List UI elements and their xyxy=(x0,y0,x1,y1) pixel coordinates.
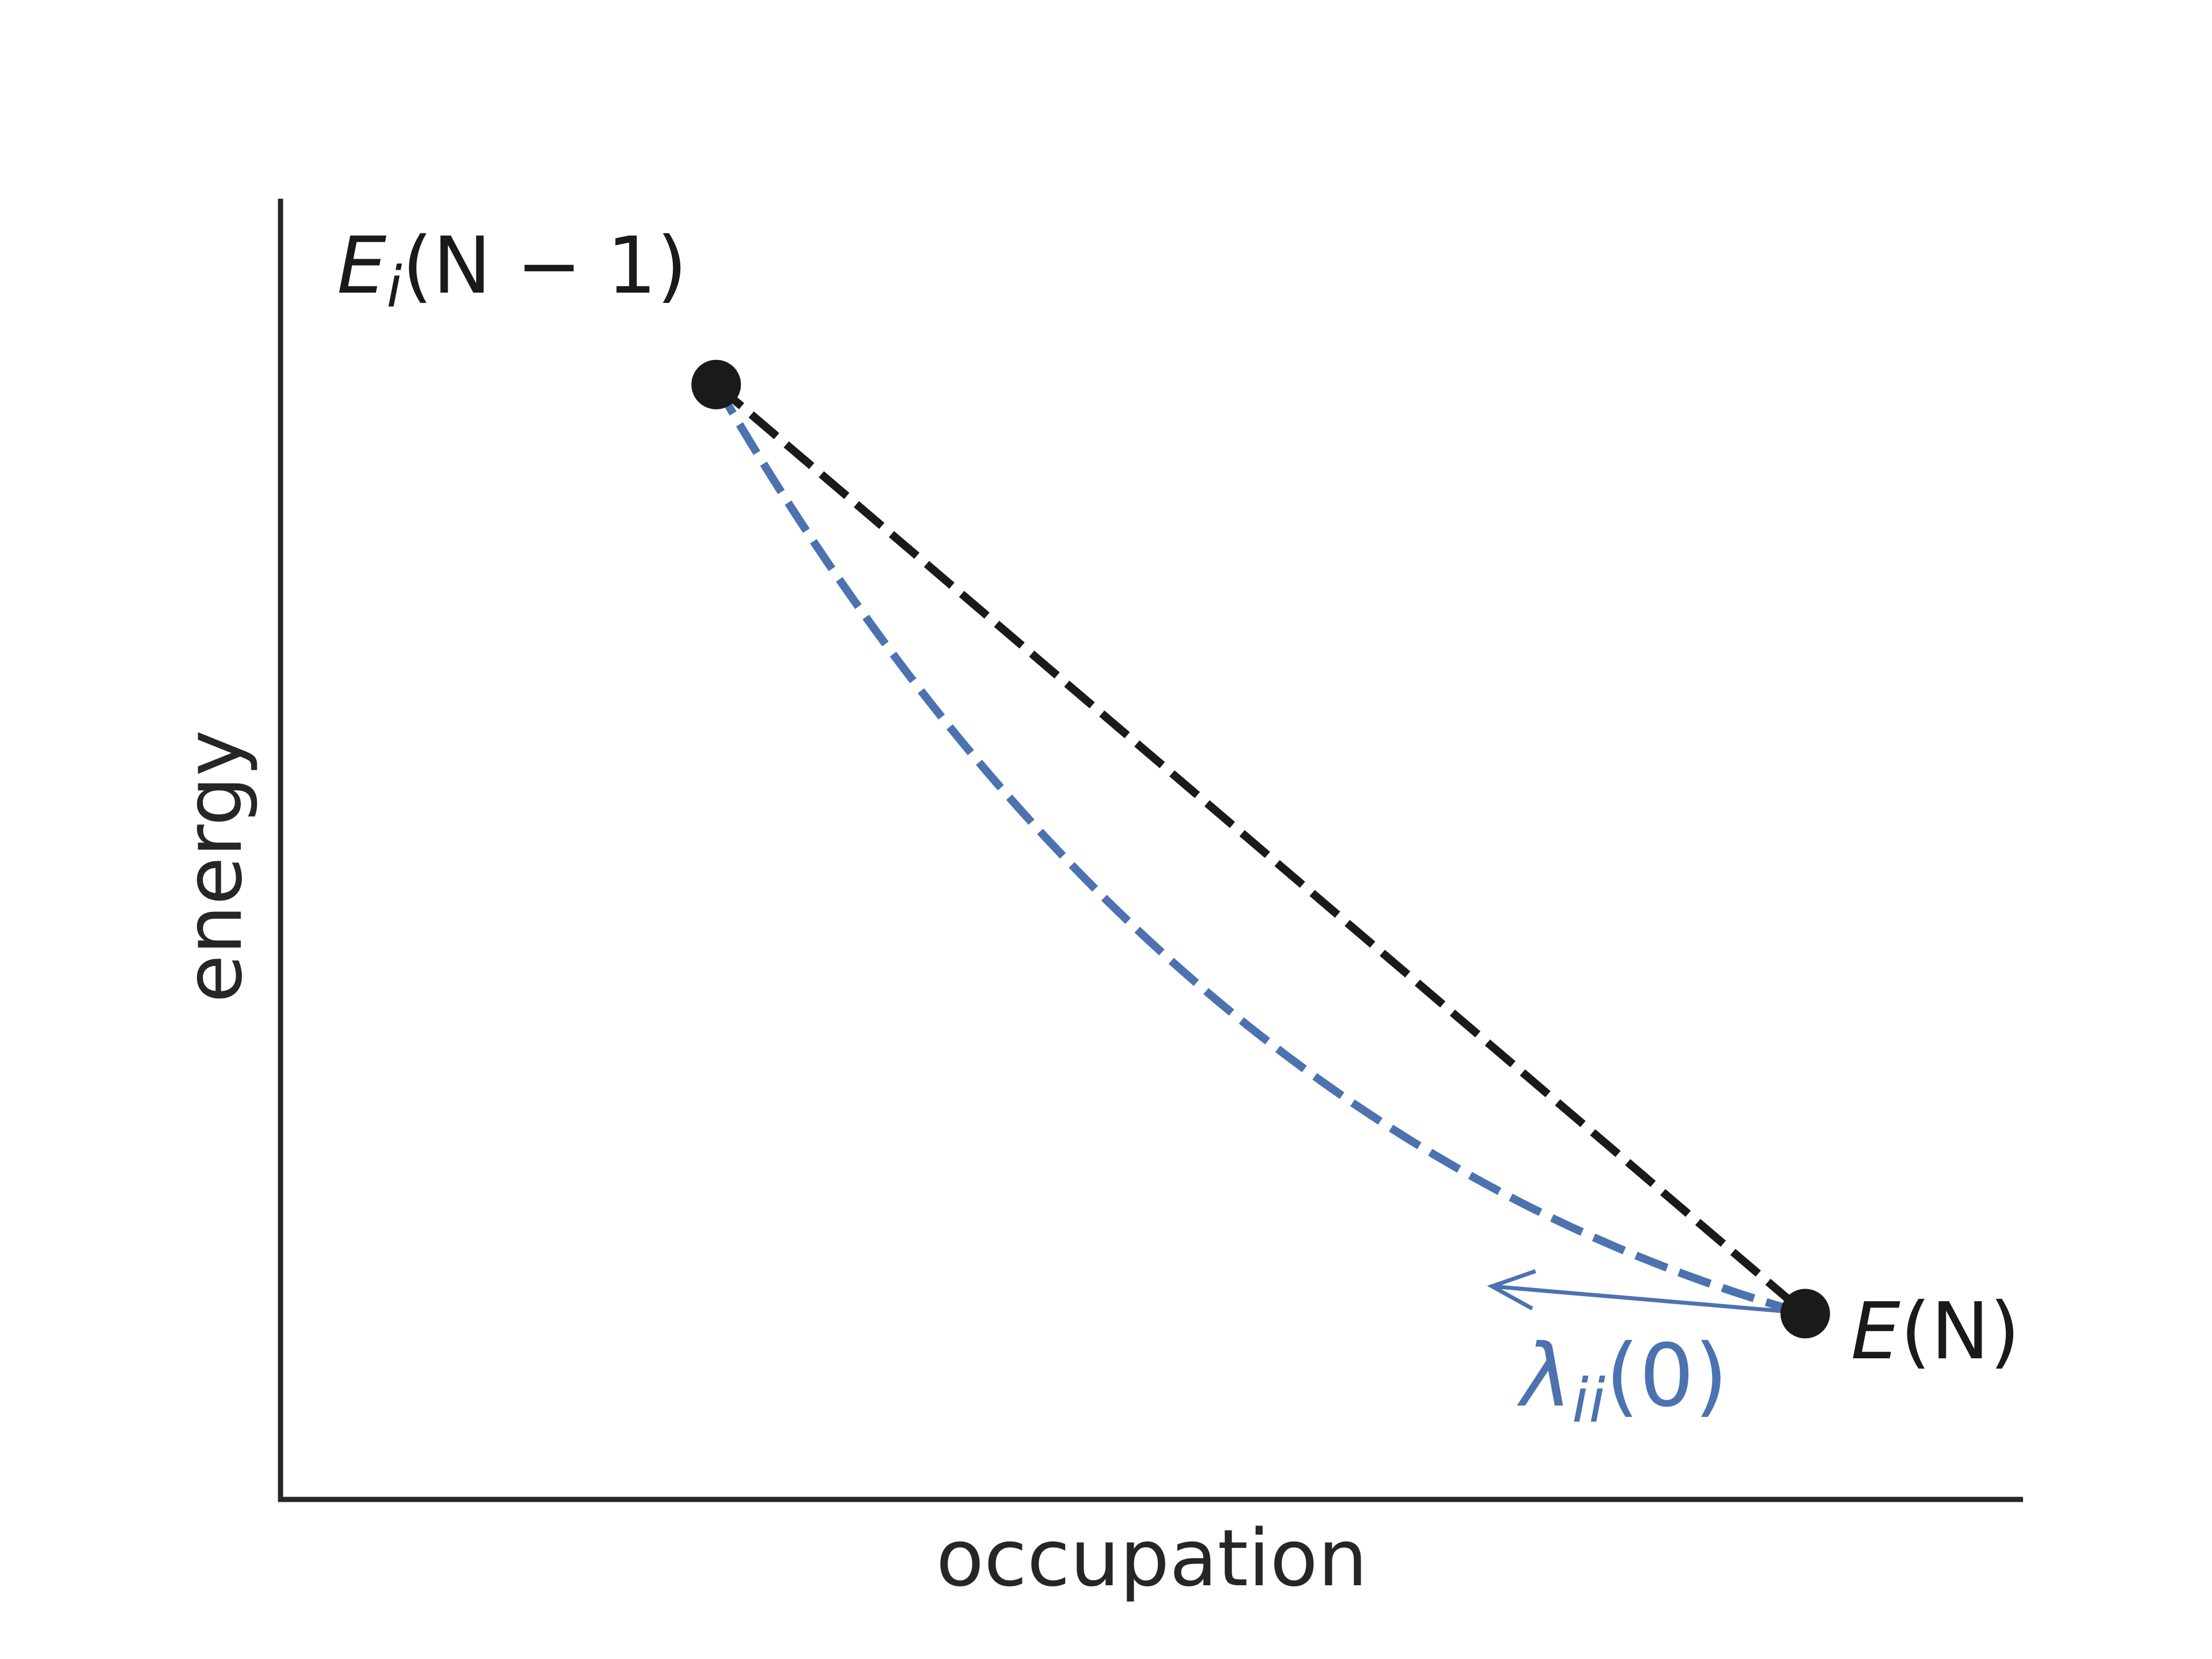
convex-curve-series xyxy=(713,382,1806,1318)
tangent-arrow-head xyxy=(1487,1269,1536,1310)
start-point-label: Ei(N − 1) xyxy=(337,221,687,320)
end-label-rest: (N) xyxy=(1900,1286,2020,1377)
end-label-symbol: E xyxy=(1851,1286,1900,1377)
start-label-rest: (N − 1) xyxy=(402,221,687,312)
annotation-label: λii(0) xyxy=(1517,1326,1728,1436)
start-label-symbol: E xyxy=(337,221,387,312)
start-label-subscript: i xyxy=(387,255,402,320)
x-axis-title: occupation xyxy=(936,1513,1368,1604)
annotation-rest: (0) xyxy=(1605,1326,1728,1426)
annotation-symbol: λ xyxy=(1517,1326,1572,1426)
tangent-arrow xyxy=(1487,1269,1799,1315)
linear-interpolation-series xyxy=(713,381,1808,1317)
annotation-subscript: ii xyxy=(1572,1366,1605,1436)
end-point-marker xyxy=(1780,1289,1830,1339)
start-point-marker xyxy=(691,359,741,410)
y-axis-title: energy xyxy=(169,730,260,1003)
tangent-arrow-shaft xyxy=(1491,1284,1799,1315)
end-point-label: E(N) xyxy=(1851,1286,2020,1377)
